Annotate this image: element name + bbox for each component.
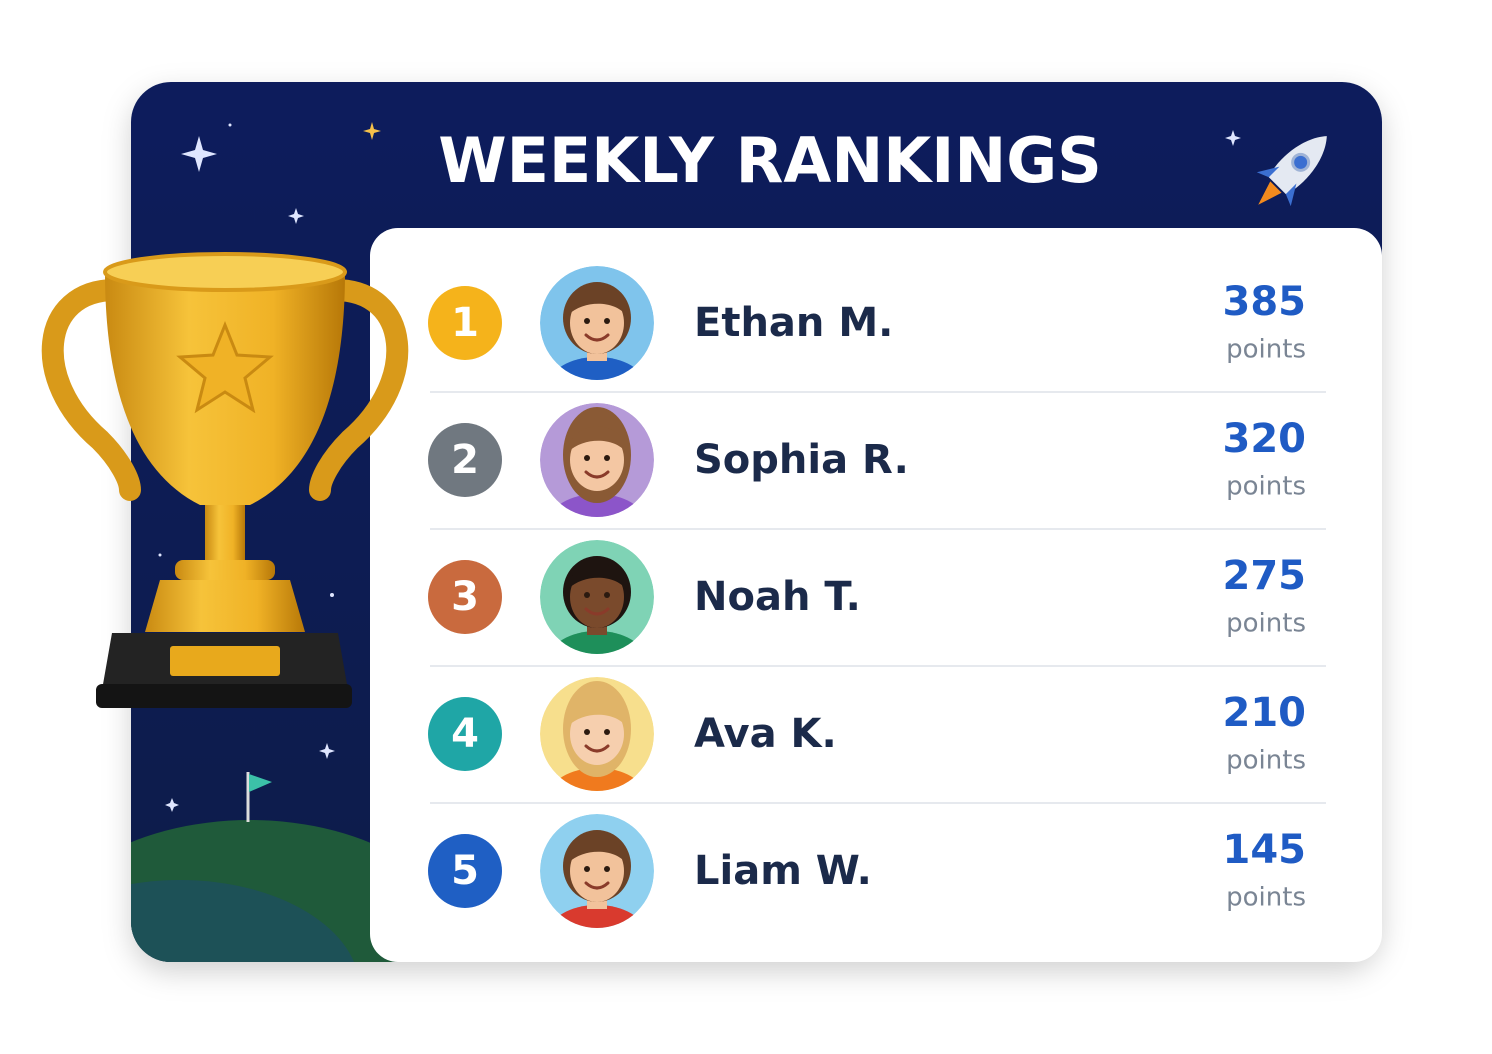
avatar-shirt — [549, 494, 645, 517]
player-name: Liam W. — [694, 848, 872, 894]
player-name: Ethan M. — [694, 300, 893, 346]
rank-badge — [428, 423, 502, 497]
avatar-eye — [604, 318, 610, 324]
points-value: 320 — [1223, 416, 1307, 462]
avatar-smile — [584, 881, 610, 890]
avatar-eye — [584, 455, 590, 461]
avatar-smile — [584, 470, 610, 479]
rank-badge — [428, 834, 502, 908]
avatar-eye — [584, 729, 590, 735]
ranking-row: 4 Ava K. 210 points — [428, 677, 1307, 791]
avatar-eye — [584, 318, 590, 324]
player-name: Ava K. — [694, 711, 837, 757]
rank-number: 5 — [451, 848, 479, 894]
points-unit: points — [1226, 335, 1306, 365]
avatar-eye — [604, 455, 610, 461]
decor — [131, 772, 470, 962]
avatar-shirt — [549, 631, 645, 654]
avatar — [540, 677, 654, 791]
trophy — [41, 252, 409, 708]
avatar-face — [570, 703, 624, 765]
avatar-smile — [584, 333, 610, 342]
player-name: Noah T. — [694, 574, 861, 620]
rank-badge — [428, 286, 502, 360]
stars — [158, 122, 1241, 812]
rank-number: 4 — [451, 711, 479, 757]
avatar-shirt — [549, 905, 645, 928]
avatar — [540, 814, 654, 928]
points-unit: points — [1226, 883, 1306, 913]
avatar-face — [570, 292, 624, 354]
points-value: 145 — [1223, 827, 1307, 873]
ranking-row: 1 Ethan M. 385 points — [428, 266, 1307, 380]
points-value: 275 — [1223, 553, 1307, 599]
rocket — [1256, 136, 1327, 207]
ranking-row: 2 Sophia R. 320 points — [428, 403, 1307, 517]
rank-number: 3 — [451, 574, 479, 620]
avatar-smile — [584, 607, 610, 616]
avatar-eye — [584, 592, 590, 598]
ranking-row: 5 Liam W. 145 points — [428, 814, 1307, 928]
avatar-shirt — [549, 357, 645, 380]
player-name: Sophia R. — [694, 437, 909, 483]
title: WEEKLY RANKINGS — [438, 124, 1102, 197]
avatar-hair-top — [568, 289, 626, 315]
ranking-list: 1 Ethan M. 385 points 2 Sophia R. 320 points 3 No… — [428, 266, 1326, 928]
avatar-face — [570, 429, 624, 491]
rank-badge — [428, 697, 502, 771]
avatar-eye — [604, 866, 610, 872]
avatar-hair-top — [568, 837, 626, 863]
rank-badge — [428, 560, 502, 634]
points-unit: points — [1226, 746, 1306, 776]
avatar-eye — [604, 592, 610, 598]
ranking-row: 3 Noah T. 275 points — [428, 540, 1307, 654]
avatar-face — [570, 840, 624, 902]
avatar-hair-top — [568, 426, 626, 452]
avatar-face — [570, 566, 624, 628]
rank-number: 1 — [451, 300, 479, 346]
avatar-smile — [584, 744, 610, 753]
avatar-eye — [604, 729, 610, 735]
hill-shade — [131, 880, 360, 962]
flag — [249, 774, 272, 792]
avatar-shirt — [549, 768, 645, 791]
points-unit: points — [1226, 609, 1306, 639]
points-value: 210 — [1223, 690, 1307, 736]
avatar — [540, 403, 654, 517]
avatar-hair-top — [568, 563, 626, 589]
avatar — [540, 540, 654, 654]
points-value: 385 — [1223, 279, 1307, 325]
avatar — [540, 266, 654, 380]
rank-number: 2 — [451, 437, 479, 483]
avatar-hair-top — [568, 700, 626, 726]
avatar-eye — [584, 866, 590, 872]
points-unit: points — [1226, 472, 1306, 502]
